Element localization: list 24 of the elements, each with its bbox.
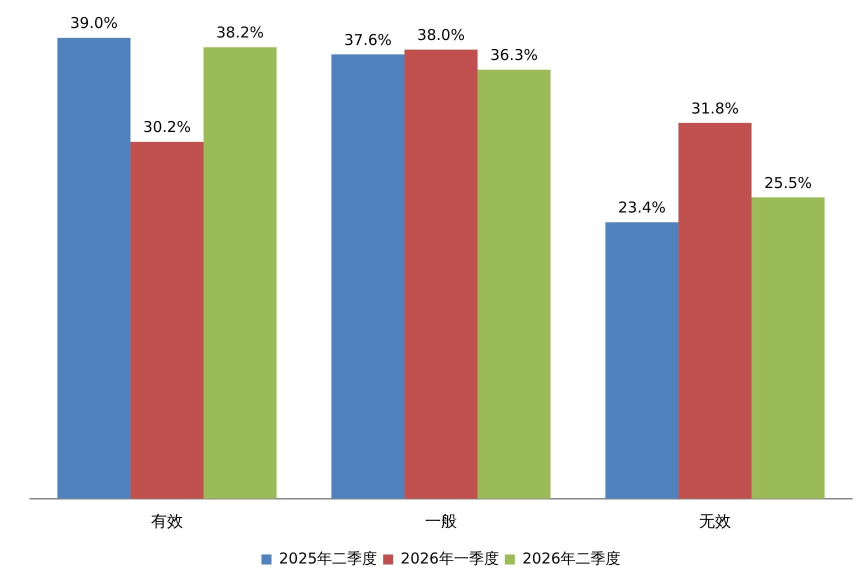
data-label: 30.2% <box>143 118 191 136</box>
bar <box>130 142 204 499</box>
bar <box>204 47 277 499</box>
legend-label: 2026年二季度 <box>522 549 621 568</box>
x-tick-label: 有效 <box>151 512 183 531</box>
bar <box>404 50 478 499</box>
bar <box>478 70 551 499</box>
x-tick-label: 无效 <box>699 512 731 531</box>
bar <box>752 197 825 499</box>
data-label: 25.5% <box>764 174 812 192</box>
data-label: 23.4% <box>618 198 666 217</box>
x-tick-label: 一般 <box>425 512 457 531</box>
data-label: 38.2% <box>216 24 264 42</box>
legend-label: 2026年一季度 <box>400 549 499 568</box>
bar <box>57 38 130 499</box>
data-label: 39.0% <box>70 14 118 32</box>
bar <box>678 122 752 499</box>
bar <box>331 54 404 499</box>
data-label: 37.6% <box>344 30 392 49</box>
data-label: 36.3% <box>490 46 538 64</box>
data-label: 38.0% <box>417 26 465 44</box>
data-label: 31.8% <box>691 99 739 118</box>
legend-label: 2025年二季度 <box>278 549 378 568</box>
bar <box>605 222 678 499</box>
